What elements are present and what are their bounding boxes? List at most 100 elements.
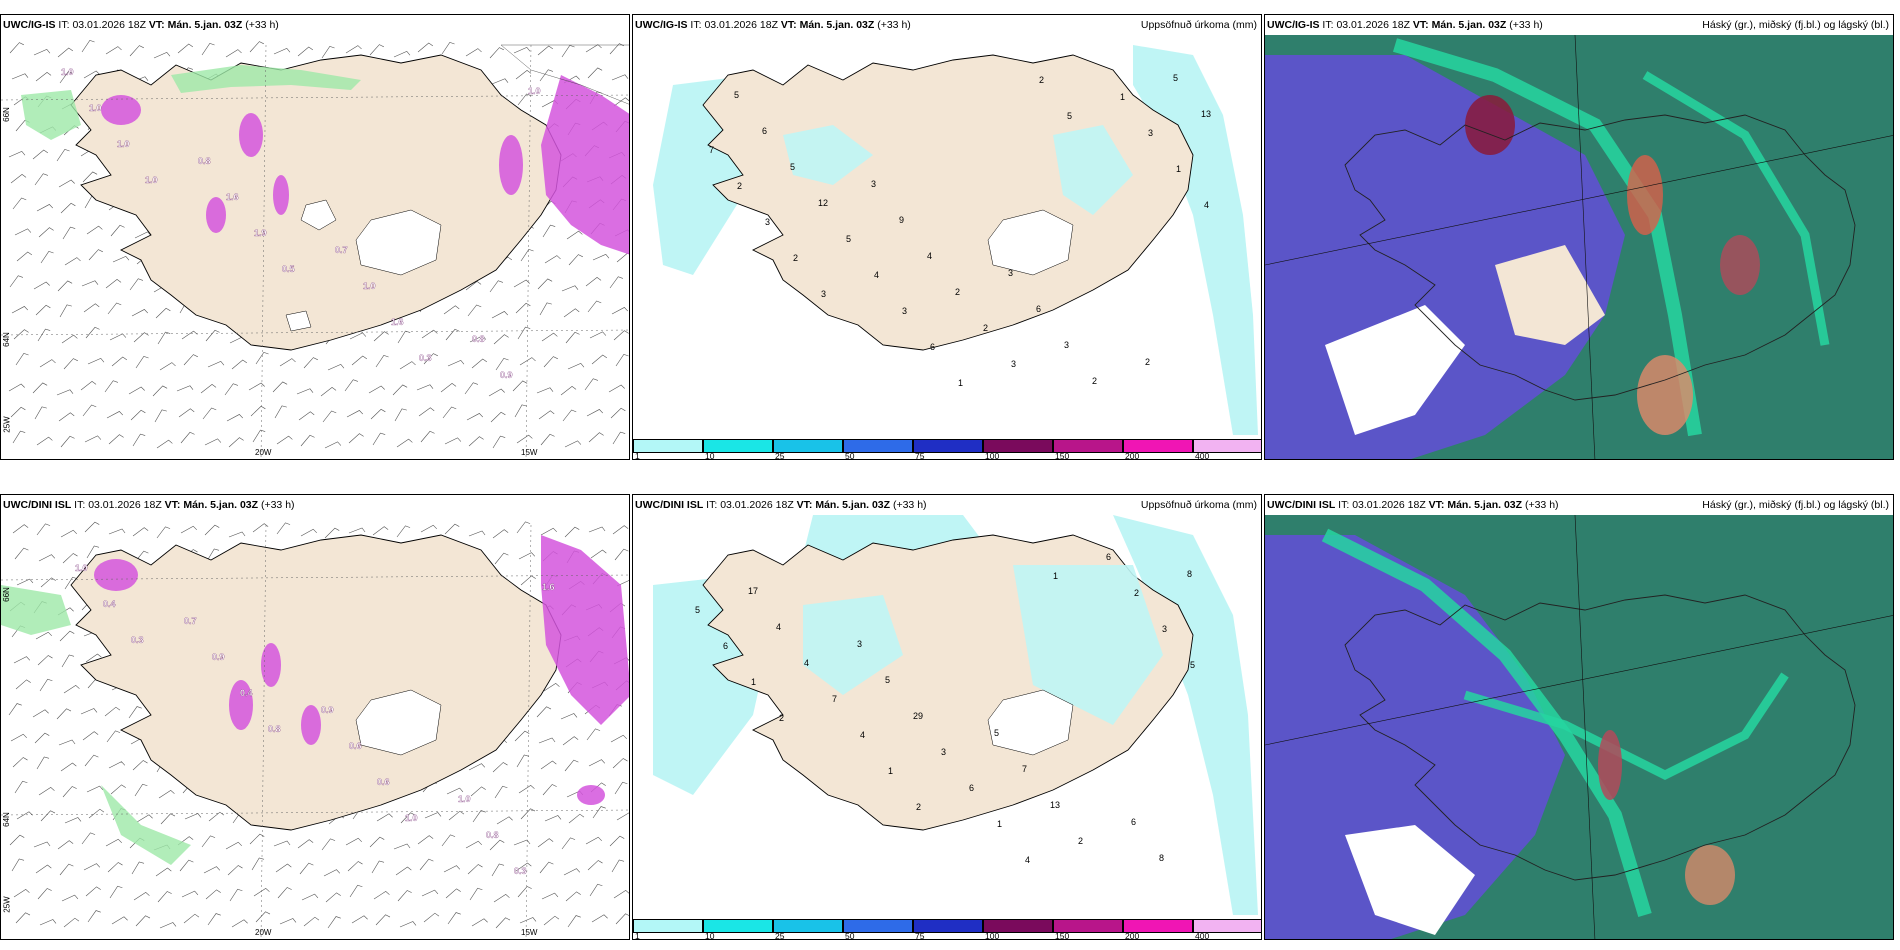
wind-barb: [616, 812, 629, 821]
rain-area-north: [171, 65, 361, 93]
lon-label: 15W: [521, 928, 538, 937]
wind-barb: [36, 523, 51, 536]
wind-barb: [472, 810, 486, 823]
wind-barb: [442, 406, 457, 419]
wind-barb: [515, 862, 532, 872]
wind-barb: [9, 42, 24, 54]
wind-barb: [614, 548, 629, 561]
value-label: 1.6: [542, 582, 555, 592]
map-panel-igis-precip: UWC/IG-IS IT: 03.01.2026 18Z VT: Mán. 5.…: [632, 14, 1262, 460]
value-label: 0.6: [377, 777, 390, 787]
value-label: 4: [1025, 855, 1030, 865]
wind-barb: [33, 281, 50, 290]
wind-barb: [154, 409, 167, 423]
wind-barb: [135, 356, 149, 369]
wind-barb: [440, 383, 457, 393]
wind-barb: [587, 860, 603, 871]
wind-barb: [60, 762, 77, 772]
wind-barb: [10, 174, 27, 184]
legend-swatch: [703, 439, 773, 453]
wind-barb: [399, 361, 416, 370]
wind-barb: [88, 249, 103, 261]
wind-barb: [110, 224, 125, 237]
wind-barb: [539, 302, 552, 316]
wind-barb: [467, 304, 482, 317]
wind-barb: [129, 45, 144, 57]
wind-barb: [448, 810, 465, 821]
wind-barb: [157, 331, 171, 345]
wind-barb: [87, 357, 105, 365]
wind-barb: [441, 42, 455, 55]
wind-map: 0.7 0.9 1.0 1.0 0.9 0.6 0.8 0.4 0.4 0.6 0.3 0.3 0.8 1…: [1, 521, 629, 939]
wind-barb: [251, 857, 265, 871]
wind-barb: [520, 575, 536, 586]
value-label: 1: [1053, 571, 1058, 581]
wind-barb: [9, 275, 24, 288]
wind-barb: [610, 407, 626, 419]
wind-barb: [273, 47, 291, 55]
wind-barb: [441, 834, 456, 847]
wind-barb: [132, 433, 146, 447]
snow-cell: [94, 559, 138, 591]
wind-barb: [37, 328, 51, 342]
wind-barb: [226, 414, 244, 422]
value-label: 4: [804, 658, 809, 668]
wind-barb: [249, 833, 265, 845]
wind-barb: [517, 326, 531, 340]
wind-barb: [208, 811, 225, 822]
wind-barb: [567, 915, 581, 928]
value-label: 8: [1187, 569, 1192, 579]
wind-barb: [132, 527, 149, 537]
legend-swatch: [633, 439, 703, 453]
wind-barb: [465, 840, 482, 849]
glacier-vatnajokull: [355, 209, 442, 276]
legend-label: 150: [1055, 931, 1070, 940]
value-label: 7: [1022, 764, 1027, 774]
value-label: 2: [737, 181, 742, 191]
value-label: 1.0: [528, 86, 541, 96]
value-label: 2: [955, 287, 960, 297]
wind-barb: [156, 526, 171, 539]
wind-barb: [585, 44, 602, 53]
wind-barb: [465, 48, 482, 57]
snow-cell: [301, 705, 321, 745]
wind-barb: [351, 915, 368, 924]
wind-barb: [347, 861, 363, 872]
wind-barb: [541, 892, 559, 900]
wind-barb: [39, 678, 53, 692]
wind-barb: [107, 862, 123, 873]
wind-barb: [514, 404, 527, 418]
wind-barb: [206, 548, 220, 562]
dense-high-cloud: [1598, 730, 1622, 800]
wind-barb: [155, 867, 172, 877]
value-label: 5: [846, 234, 851, 244]
wind-barb: [397, 890, 412, 902]
wind-barb: [321, 46, 335, 59]
wind-barb: [63, 917, 80, 928]
legend-swatch: [1053, 919, 1123, 933]
value-label: 1: [1176, 164, 1181, 174]
wind-barb: [277, 887, 292, 899]
wind-barb: [611, 307, 629, 315]
value-label: 1.0: [75, 563, 88, 573]
wind-barb: [587, 67, 603, 79]
precip-legend: 1 10 25 50 75 100 150 200 400: [633, 437, 1261, 459]
wind-barb: [320, 387, 337, 397]
high-cloud-band: [1321, 528, 1652, 918]
wind-barb: [393, 50, 411, 58]
wind-barb: [15, 912, 31, 924]
wind-barb: [395, 866, 412, 876]
value-label: 1: [888, 766, 893, 776]
graticule: [260, 524, 267, 939]
wind-barb: [396, 438, 413, 448]
wind-barb: [40, 577, 56, 588]
wind-barb: [468, 763, 486, 771]
panel-header: UWC/IG-IS IT: 03.01.2026 18Z VT: Mán. 5.…: [635, 19, 911, 31]
panel-header: UWC/DINI ISL IT: 03.01.2026 18Z VT: Mán.…: [1267, 499, 1559, 511]
value-label: 5: [790, 162, 795, 172]
value-label: 3: [1148, 128, 1153, 138]
wind-barb: [539, 861, 554, 874]
snow-cell: [101, 95, 141, 125]
legend-label: 1: [635, 931, 640, 940]
value-label: 1.0: [405, 813, 418, 823]
